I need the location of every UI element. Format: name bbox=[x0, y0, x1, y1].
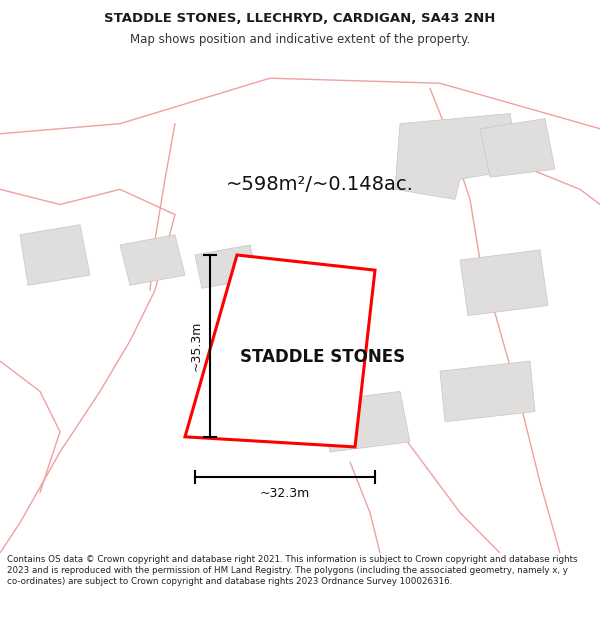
Text: ~32.3m: ~32.3m bbox=[260, 487, 310, 500]
Text: Contains OS data © Crown copyright and database right 2021. This information is : Contains OS data © Crown copyright and d… bbox=[7, 555, 578, 586]
Polygon shape bbox=[185, 255, 375, 447]
Polygon shape bbox=[195, 245, 258, 288]
Text: STADDLE STONES: STADDLE STONES bbox=[241, 348, 406, 366]
Polygon shape bbox=[240, 265, 355, 371]
Text: ~35.3m: ~35.3m bbox=[190, 321, 203, 371]
Text: STADDLE STONES, LLECHRYD, CARDIGAN, SA43 2NH: STADDLE STONES, LLECHRYD, CARDIGAN, SA43… bbox=[104, 12, 496, 24]
Text: ~598m²/~0.148ac.: ~598m²/~0.148ac. bbox=[226, 175, 414, 194]
Polygon shape bbox=[395, 114, 520, 199]
Polygon shape bbox=[480, 119, 555, 178]
Polygon shape bbox=[320, 391, 410, 452]
Polygon shape bbox=[460, 250, 548, 316]
Polygon shape bbox=[440, 361, 535, 422]
Polygon shape bbox=[120, 235, 185, 285]
Text: Map shows position and indicative extent of the property.: Map shows position and indicative extent… bbox=[130, 33, 470, 46]
Polygon shape bbox=[20, 224, 90, 285]
